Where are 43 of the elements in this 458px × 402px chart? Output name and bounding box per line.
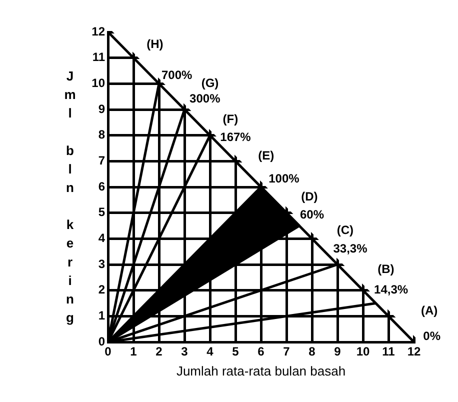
y-tick-label: 11: [92, 50, 106, 64]
annotation: (G): [201, 76, 219, 90]
text: (A): [420, 303, 438, 318]
y-tick-label: 10: [92, 76, 106, 90]
x-tick-label: 5: [232, 344, 240, 359]
x-tick-label: 4: [206, 344, 214, 359]
annotation: 700%: [162, 68, 193, 82]
x-tick-label: 6: [258, 344, 265, 359]
annotation: (D): [301, 190, 318, 204]
x-tick-label: 3: [181, 344, 188, 359]
x-tick-label: 1: [130, 344, 138, 359]
y-tick-label: 8: [98, 128, 106, 142]
annotation: 14,3%: [374, 282, 408, 297]
y-tick-label: 7: [98, 153, 106, 168]
text: 0%: [423, 329, 441, 344]
annotation: (F): [222, 112, 238, 126]
annotation: (H): [146, 37, 164, 52]
annotation: 33,3%: [333, 241, 368, 256]
x-tick-label: 8: [308, 344, 316, 359]
x-tick-label: 9: [334, 344, 342, 359]
annotation: (E): [258, 148, 274, 162]
annotation: 100%: [268, 172, 300, 186]
y-tick-label: 0: [98, 334, 106, 348]
y-tick-label: 4: [98, 230, 106, 245]
annotation: (C): [336, 223, 354, 238]
y-tick-label: 12: [92, 24, 106, 38]
y-tick-label: 9: [98, 102, 106, 116]
x-tick-label: 2: [156, 344, 163, 359]
x-axis-title: Jumlah rata-rata bulan basah: [176, 364, 346, 379]
x-tick-label: 10: [356, 344, 370, 359]
y-tick-label: 1: [98, 308, 106, 322]
text: Jml bln kering: [64, 68, 76, 326]
y-tick-label: 2: [98, 282, 106, 297]
annotation: (B): [378, 262, 394, 276]
y-tick-label: 6: [98, 179, 106, 194]
y-tick-label: 5: [98, 205, 106, 220]
annotation: 60%: [300, 208, 324, 222]
x-tick-label: 12: [407, 344, 421, 359]
x-tick-label: 7: [283, 344, 290, 359]
x-tick-label: 11: [382, 344, 396, 359]
y-tick-label: 3: [98, 256, 106, 271]
annotation: 167%: [220, 130, 252, 144]
annotation: 300%: [190, 91, 221, 106]
